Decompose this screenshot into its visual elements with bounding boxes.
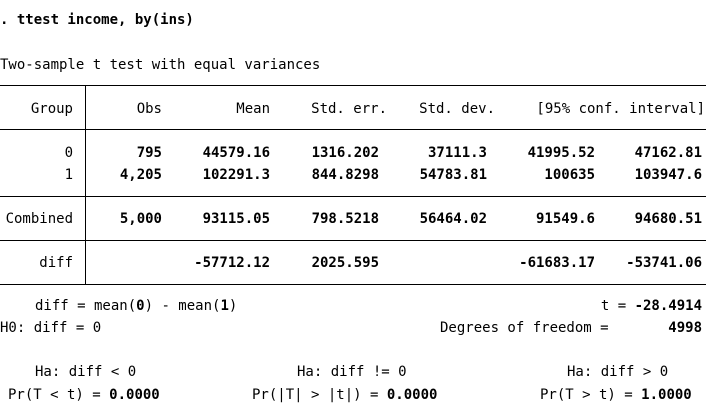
ha-left: Ha: diff < 0: [35, 364, 137, 380]
p-left: Pr(T < t) = 0.0000: [8, 386, 160, 404]
row-ci-high: -53741.06: [626, 255, 702, 271]
p-left-label: Pr(T < t) =: [8, 387, 110, 403]
row-obs: 5,000: [119, 211, 162, 227]
row-ci-high: 94680.51: [634, 211, 702, 227]
p-right-label: Pr(T > t) =: [540, 387, 642, 403]
p-two-sided-label: Pr(|T| > |t|) =: [252, 387, 387, 403]
table-top-rule: [0, 85, 706, 86]
row-mean: 44579.16: [202, 145, 270, 161]
null-hypothesis: H0: diff = 0: [0, 320, 102, 336]
row-mean: -57712.12: [194, 255, 270, 271]
row-ci-high: 47162.81: [634, 145, 702, 161]
p-two-sided: Pr(|T| > |t|) = 0.0000: [252, 386, 437, 404]
row-ci-low: -61683.17: [519, 255, 595, 271]
command-line: . ttest income, by(ins): [0, 12, 194, 28]
p-right-value: 1.0000: [641, 387, 692, 403]
col-stderr-header: Std. err.: [311, 101, 387, 117]
diff-def-group0: 0: [136, 298, 145, 314]
diff-definition: diff = mean(0) - mean(1): [35, 297, 237, 315]
col-mean-header: Mean: [236, 101, 270, 117]
row-stddev: 56464.02: [419, 211, 487, 227]
p-left-value: 0.0000: [109, 387, 160, 403]
df-label: Degrees of freedom =: [440, 320, 618, 336]
t-statistic: t = -28.4914: [400, 297, 702, 315]
row-stderr: 1316.202: [311, 145, 379, 161]
row-ci-low: 100635: [544, 167, 595, 183]
row-stddev: 37111.3: [427, 145, 487, 161]
df-value: 4998: [668, 320, 702, 336]
diff-def-suffix: ): [228, 298, 238, 314]
col-group-header: Group: [30, 101, 73, 117]
p-right: Pr(T > t) = 1.0000: [540, 386, 692, 404]
row-group: diff: [39, 255, 73, 271]
col-stddev-header: Std. dev.: [419, 101, 495, 117]
diff-def-prefix: diff = mean(: [35, 298, 137, 314]
row-stddev: 54783.81: [419, 167, 487, 183]
combined-rule: [0, 240, 706, 241]
t-label: t =: [600, 298, 635, 314]
t-value: -28.4914: [634, 298, 702, 314]
row-stderr: 798.5218: [311, 211, 379, 227]
row-obs: 4,205: [119, 167, 162, 183]
ha-two-sided: Ha: diff != 0: [297, 364, 407, 380]
row-stderr: 2025.595: [311, 255, 379, 271]
table-vertical-rule: [85, 85, 86, 285]
diff-def-mid: ) - mean(: [144, 298, 221, 314]
table-bottom-rule: [0, 284, 706, 285]
col-obs-header: Obs: [136, 101, 162, 117]
header-rule: [0, 129, 706, 130]
row-obs: 795: [136, 145, 162, 161]
row-mean: 93115.05: [202, 211, 270, 227]
row-mean: 102291.3: [202, 167, 270, 183]
row-stderr: 844.8298: [311, 167, 379, 183]
col-ci-header: [95% conf. interval]: [536, 101, 705, 117]
row-group: Combined: [5, 211, 73, 227]
groups-rule: [0, 196, 706, 197]
row-ci-high: 103947.6: [634, 167, 702, 183]
row-group: 1: [64, 167, 73, 183]
p-two-sided-value: 0.0000: [386, 387, 438, 403]
ha-right: Ha: diff > 0: [567, 364, 669, 380]
test-heading: Two-sample t test with equal variances: [0, 57, 321, 73]
row-group: 0: [64, 145, 73, 161]
diff-def-group1: 1: [220, 298, 229, 314]
row-ci-low: 41995.52: [527, 145, 595, 161]
row-ci-low: 91549.6: [535, 211, 595, 227]
